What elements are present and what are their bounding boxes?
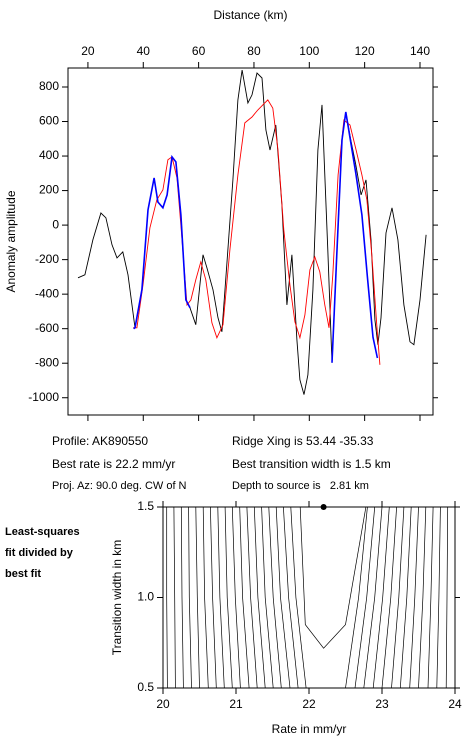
contour-line: [268, 506, 282, 689]
x-tick-label: 22: [302, 697, 316, 711]
y-tick-label: 1.0: [137, 590, 154, 604]
contour-line: [261, 506, 274, 689]
y-tick-label: 800: [39, 79, 59, 93]
contour-line: [354, 506, 376, 689]
contour-line: [210, 506, 217, 689]
profile: Profile: AK890550: [52, 434, 148, 448]
x-tick-label: 20: [81, 44, 95, 58]
contour-line: [239, 506, 250, 689]
contour-line: [290, 506, 307, 689]
contour-line: [166, 507, 168, 689]
x-axis-label: Rate in mm/yr: [272, 722, 347, 736]
side-note: best fit: [5, 568, 41, 580]
contour-line: [188, 506, 192, 689]
y-tick-label: 200: [39, 183, 59, 197]
side-note: Least-squares: [5, 526, 80, 538]
contour-line: [345, 506, 368, 689]
y-tick-label: -200: [35, 252, 59, 266]
x-axis-label: Distance (km): [213, 8, 287, 22]
contour-line: [180, 506, 184, 689]
y-tick-label: 0: [52, 217, 59, 231]
y-tick-label: 0.5: [137, 680, 154, 694]
x-tick-label: 40: [137, 44, 151, 58]
x-tick-label: 21: [229, 697, 243, 711]
contour-line: [217, 506, 225, 689]
x-tick-label: 23: [375, 697, 389, 711]
contour-line: [445, 506, 449, 689]
contour-line: [173, 506, 176, 689]
y-tick-label: 600: [39, 114, 59, 128]
x-tick-label: 140: [410, 44, 430, 58]
contour-line: [418, 506, 427, 689]
contour-line: [202, 506, 209, 689]
contour-line: [195, 506, 200, 689]
y-tick-label: 400: [39, 148, 59, 162]
contour-line: [253, 506, 266, 689]
x-tick-label: 24: [448, 697, 462, 711]
contour-line: [372, 506, 390, 689]
y-tick-label: -600: [35, 321, 59, 335]
contour-line: [246, 506, 258, 689]
ridge-crossing: Ridge Xing is 53.44 -35.33: [232, 434, 374, 448]
best-transition: Best transition width is 1.5 km: [232, 457, 391, 471]
depth: Depth to source is 2.81 km: [232, 480, 369, 492]
contour-line: [391, 506, 405, 689]
data-line: [133, 99, 381, 365]
contour-line: [381, 506, 397, 689]
y-axis-label: Transition width in km: [110, 540, 124, 656]
x-tick-label: 60: [192, 44, 206, 58]
contour-line: [409, 506, 419, 689]
plot-frame: [67, 67, 434, 416]
x-tick-label: 80: [247, 44, 261, 58]
data-line: [77, 70, 427, 395]
contour-line: [399, 506, 412, 689]
contour-line: [299, 506, 367, 649]
y-tick-label: -1000: [28, 390, 59, 404]
contour-line: [363, 506, 383, 689]
y-axis-label: Anomaly amplitude: [4, 190, 18, 292]
y-tick-label: -800: [35, 355, 59, 369]
best-rate: Best rate is 22.2 mm/yr: [52, 457, 175, 471]
contour-line: [283, 506, 299, 689]
contour-line: [427, 506, 434, 689]
contour-line: [436, 506, 441, 689]
contour-line: [275, 506, 291, 689]
best-fit-point: [320, 504, 327, 510]
y-tick-label: 1.5: [137, 499, 154, 513]
side-note: fit divided by: [5, 547, 74, 559]
x-tick-label: 100: [299, 44, 319, 58]
x-tick-label: 20: [156, 697, 170, 711]
data-line: [133, 111, 379, 363]
projection: Proj. Az: 90.0 deg. CW of N: [52, 480, 187, 492]
y-tick-label: -400: [35, 286, 59, 300]
contour-line: [231, 506, 241, 689]
x-tick-label: 120: [355, 44, 375, 58]
contour-line: [224, 506, 233, 689]
